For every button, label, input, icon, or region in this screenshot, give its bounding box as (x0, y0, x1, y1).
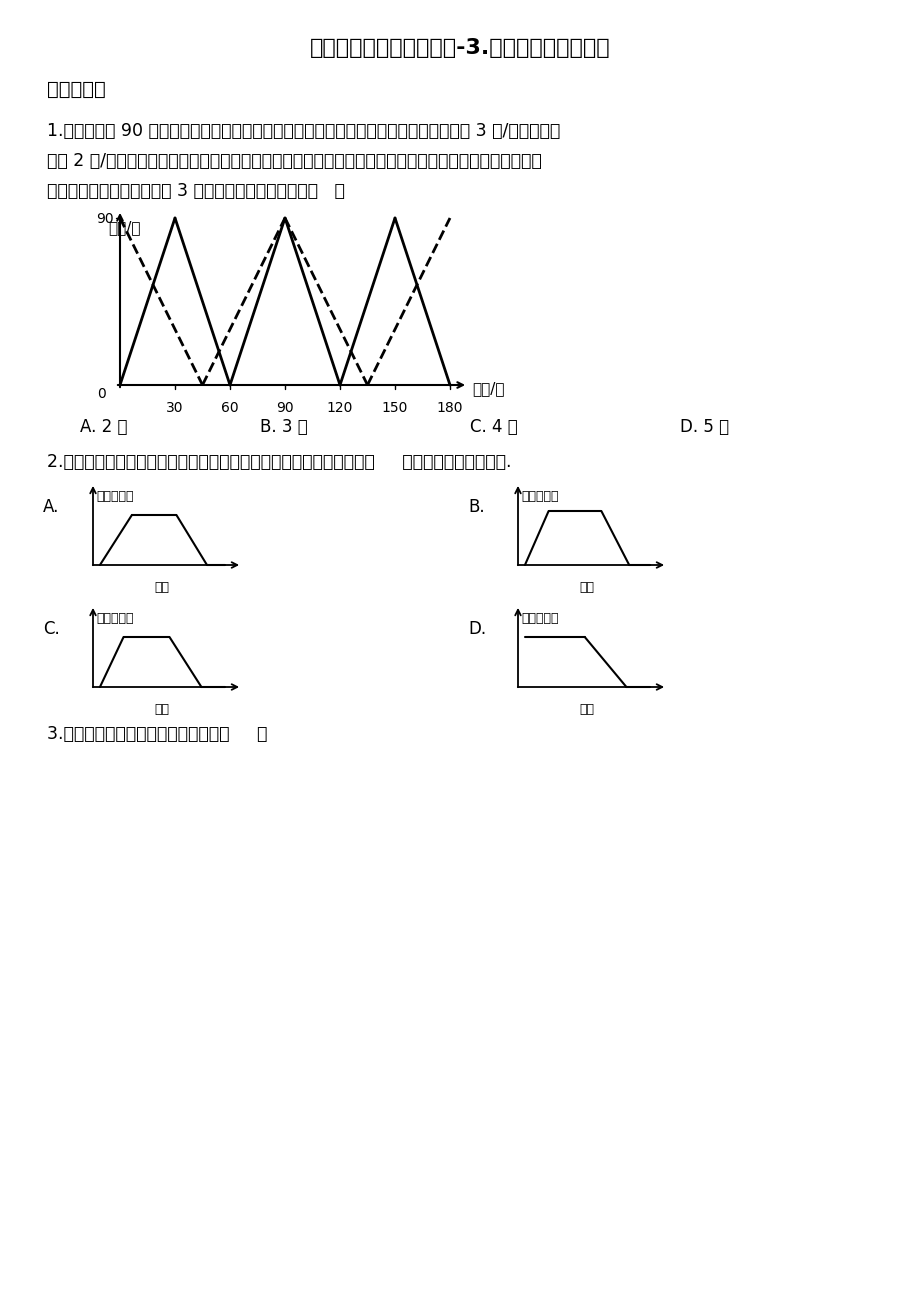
Text: 距离/米: 距离/米 (108, 220, 141, 234)
Text: 时间: 时间 (154, 581, 169, 594)
Text: D.: D. (468, 620, 485, 638)
Text: 时间/秒: 时间/秒 (471, 381, 504, 397)
Text: 五年级下册数学单元测试-3.折线统计图和运行图: 五年级下册数学单元测试-3.折线统计图和运行图 (310, 38, 609, 59)
Text: 计转向时间，则从开始起到 3 分钟止他们相遇的次数为（   ）: 计转向时间，则从开始起到 3 分钟止他们相遇的次数为（ ） (47, 182, 345, 201)
Text: 90: 90 (276, 401, 293, 415)
Text: 3.下面对统计图中信息表述正确的是（     ）: 3.下面对统计图中信息表述正确的是（ ） (47, 725, 267, 743)
Text: A. 2 次: A. 2 次 (80, 418, 128, 436)
Text: 时间: 时间 (154, 703, 169, 716)
Text: 时间: 时间 (579, 581, 594, 594)
Text: 30: 30 (166, 401, 184, 415)
Text: A.: A. (43, 497, 60, 516)
Text: 离家的距离: 离家的距离 (520, 612, 558, 625)
Text: B. 3 次: B. 3 次 (260, 418, 308, 436)
Text: D. 5 次: D. 5 次 (679, 418, 729, 436)
Text: 1.一游泳池长 90 米，甲、乙两人分别在游泳池相对两边同时朝另一边游去，甲的速度是 3 米/秒，乙的速: 1.一游泳池长 90 米，甲、乙两人分别在游泳池相对两边同时朝另一边游去，甲的速… (47, 122, 560, 141)
Text: 离家的距离: 离家的距离 (520, 490, 558, 503)
Text: 120: 120 (326, 401, 353, 415)
Text: B.: B. (468, 497, 484, 516)
Text: 90: 90 (96, 212, 114, 227)
Text: 度是 2 米/秒，图中的实线和虚线分别为甲、乙与游泳池一边的距离随游泳时间的变化而变化的图像，若不: 度是 2 米/秒，图中的实线和虚线分别为甲、乙与游泳池一边的距离随游泳时间的变化… (47, 152, 541, 171)
Text: 离家的距离: 离家的距离 (96, 490, 133, 503)
Text: C.: C. (43, 620, 60, 638)
Text: 离家的距离: 离家的距离 (96, 612, 133, 625)
Text: 150: 150 (381, 401, 408, 415)
Text: C. 4 次: C. 4 次 (470, 418, 517, 436)
Text: 60: 60 (221, 401, 239, 415)
Text: 2.爸爸骑摩托车送小雅去看电影，看完电影后，小雅步行回家，下面（     ）图表示了小雅的情况.: 2.爸爸骑摩托车送小雅去看电影，看完电影后，小雅步行回家，下面（ ）图表示了小雅… (47, 453, 511, 471)
Text: 时间: 时间 (579, 703, 594, 716)
Text: 一、单选题: 一、单选题 (47, 79, 106, 99)
Text: 180: 180 (437, 401, 463, 415)
Text: 0: 0 (97, 387, 106, 401)
